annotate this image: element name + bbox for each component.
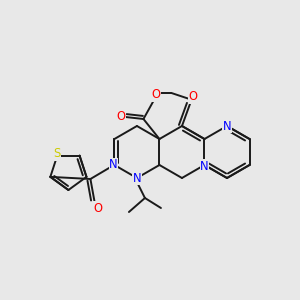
Text: N: N xyxy=(200,160,209,172)
Text: N: N xyxy=(133,172,141,184)
Text: O: O xyxy=(151,88,160,101)
Text: S: S xyxy=(54,147,61,160)
Text: O: O xyxy=(93,202,102,214)
Text: O: O xyxy=(116,110,125,122)
Text: N: N xyxy=(223,119,231,133)
Text: O: O xyxy=(188,91,197,103)
Text: N: N xyxy=(109,158,118,172)
